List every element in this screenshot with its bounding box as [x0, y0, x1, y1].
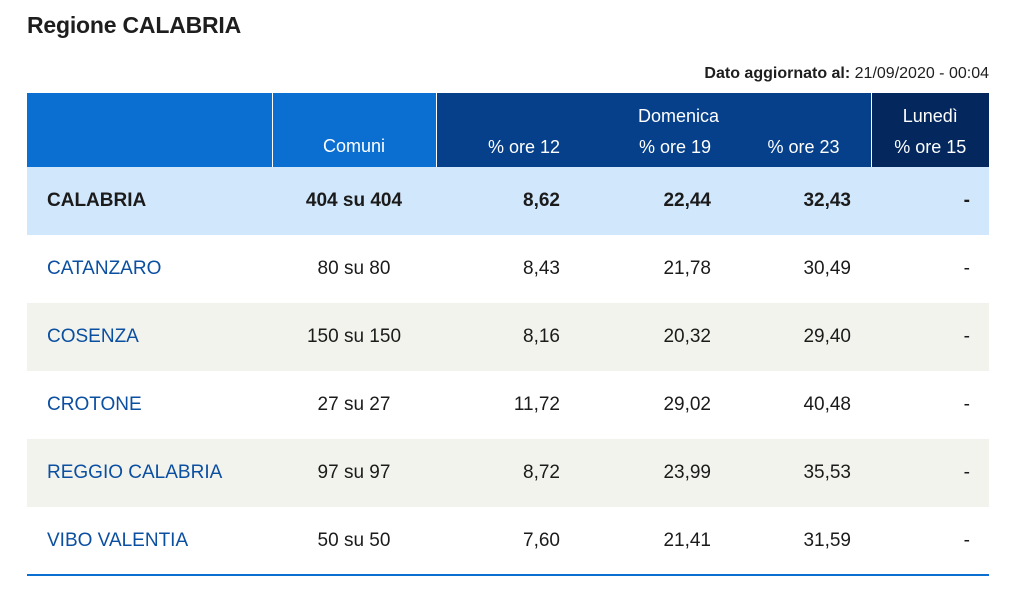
page-title: Regione CALABRIA — [27, 12, 242, 38]
lun15-value: - — [963, 258, 970, 279]
header-ore15[interactable]: % ore 15 — [871, 127, 989, 167]
ore19-value: 21,78 — [663, 258, 711, 279]
table-row: REGGIO CALABRIA 97 su 97 8,72 23,99 35,5… — [27, 439, 989, 507]
header-ore12[interactable]: % ore 12 — [436, 127, 570, 167]
ore19-value: 29,02 — [663, 394, 711, 415]
comuni-value: 97 su 97 — [272, 439, 436, 507]
update-value: 21/09/2020 - 00:04 — [854, 65, 989, 82]
ore23-value: 29,40 — [721, 303, 871, 371]
ore23-value: 35,53 — [721, 439, 871, 507]
comuni-value: 50 su 50 — [317, 530, 391, 551]
update-info: Dato aggiornato al: 21/09/2020 - 00:04 — [704, 65, 989, 83]
region-name: CALABRIA — [27, 167, 272, 235]
ore23-value: 40,48 — [803, 394, 851, 415]
ore23-value: 31,59 — [803, 530, 851, 551]
update-label: Dato aggiornato al: — [704, 65, 851, 82]
ore12-value: 8,43 — [523, 258, 560, 279]
lun15-value: - — [871, 439, 989, 507]
comuni-value: 150 su 150 — [272, 303, 436, 371]
ore19-value: 21,41 — [663, 530, 711, 551]
header-ore19[interactable]: % ore 19 — [570, 127, 721, 167]
comuni-value: 404 su 404 — [272, 167, 436, 235]
province-link-reggio-calabria[interactable]: REGGIO CALABRIA — [27, 439, 272, 507]
ore19-value: 23,99 — [570, 439, 721, 507]
lun15-value: - — [871, 303, 989, 371]
comuni-value: 27 su 27 — [317, 394, 391, 415]
comuni-value: 80 su 80 — [317, 258, 391, 279]
ore19-value: 20,32 — [570, 303, 721, 371]
ore19-value: 22,44 — [570, 167, 721, 235]
table-row: COSENZA 150 su 150 8,16 20,32 29,40 - — [27, 303, 989, 371]
ore23-value: 32,43 — [721, 167, 871, 235]
ore12-value: 8,72 — [436, 439, 570, 507]
header-comuni[interactable]: Comuni — [272, 93, 437, 167]
ore12-value: 8,16 — [436, 303, 570, 371]
ore12-value: 8,62 — [436, 167, 570, 235]
province-link-crotone[interactable]: CROTONE — [47, 394, 142, 415]
ore12-value: 11,72 — [513, 394, 560, 415]
header-lunedi: Lunedì — [871, 93, 989, 127]
table-row-total: CALABRIA 404 su 404 8,62 22,44 32,43 - — [27, 167, 989, 235]
lun15-value: - — [871, 167, 989, 235]
ore23-value: 30,49 — [803, 258, 851, 279]
province-link-vibo-valentia[interactable]: VIBO VALENTIA — [47, 530, 189, 551]
table-row: CROTONE 27 su 27 11,72 29,02 40,48 - — [27, 371, 989, 439]
turnout-table: Comuni Domenica Lunedì % ore 12 % ore 19… — [27, 93, 989, 575]
header-ore23[interactable]: % ore 23 — [721, 127, 872, 167]
lun15-value: - — [963, 530, 970, 551]
province-link-cosenza[interactable]: COSENZA — [27, 303, 272, 371]
lun15-value: - — [963, 394, 970, 415]
table-bottom-divider — [27, 574, 989, 576]
header-region-cell — [27, 93, 273, 167]
ore12-value: 7,60 — [523, 530, 560, 551]
table-row: CATANZARO 80 su 80 8,43 21,78 30,49 - — [27, 235, 989, 303]
header-domenica: Domenica — [436, 93, 872, 127]
table-row: VIBO VALENTIA 50 su 50 7,60 21,41 31,59 … — [27, 507, 989, 575]
province-link-catanzaro[interactable]: CATANZARO — [47, 258, 162, 279]
